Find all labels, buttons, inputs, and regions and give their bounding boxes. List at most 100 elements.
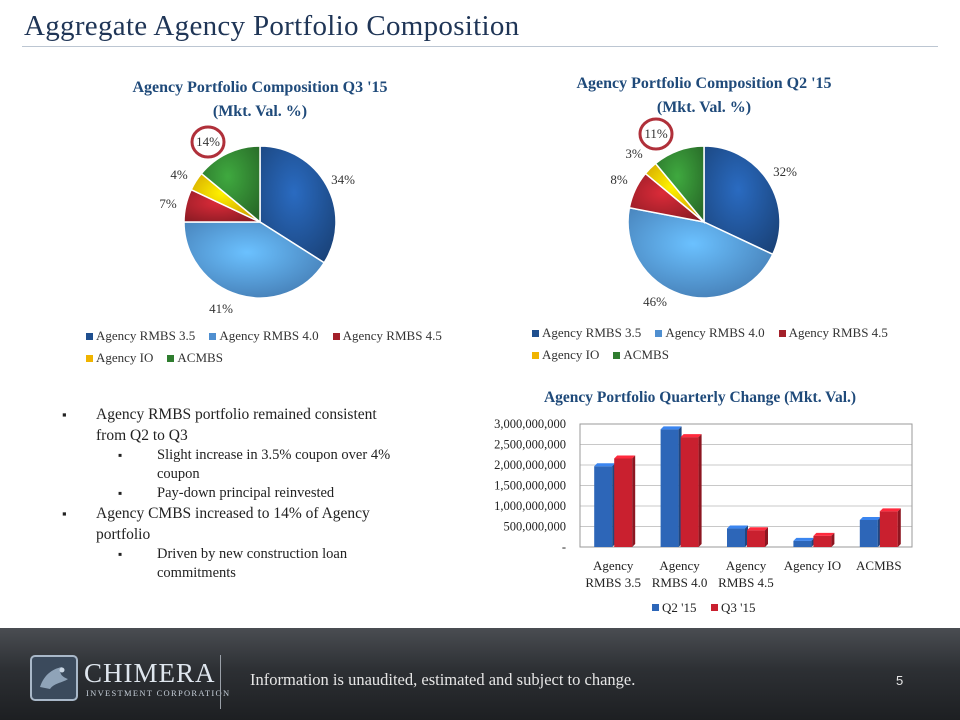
pie-data-label: 4% [170,167,188,182]
bar-top-face [813,532,835,536]
bar-q2-agency-rmbs-4-5 [727,528,745,547]
bullet-item: Agency CMBS increased to 14% of Agency p… [62,503,392,545]
legend-label: Q2 '15 [662,600,696,615]
legend-swatch [711,604,718,611]
bar-q2-agency-io [793,540,812,547]
legend-label: ACMBS [177,350,223,365]
pie-data-label: 3% [625,146,643,161]
x-tick-label: RMBS 3.5 [585,575,641,590]
pie-slice-acmbs [654,145,705,225]
pie-slice-agency-rmbs-4-5 [628,172,705,223]
pie-data-label: 7% [159,196,177,211]
bar-top-face [879,508,901,512]
bar-side-face [831,532,835,547]
bar-top-face [793,537,815,541]
legend-row: Agency RMBS 3.5 Agency RMBS 4.0 Agency RMB… [86,325,466,347]
x-tick-label: Agency [659,558,700,573]
bar-side-face [612,463,616,547]
pie-data-label: 11% [644,126,668,141]
footer-separator [220,655,221,709]
bar-side-face [698,434,702,547]
x-tick-label: RMBS 4.5 [718,575,774,590]
pie-slice-agency-io [644,162,705,223]
y-tick-label: 2,000,000,000 [494,458,566,472]
pie-slice-agency-rmbs-4-5 [183,188,261,223]
key-points-list: Agency RMBS portfolio remained consisten… [62,404,392,583]
x-tick-label: ACMBS [856,558,902,573]
legend-swatch [655,329,663,337]
bar-side-face [897,508,901,547]
pie-slice-agency-rmbs-3-5 [259,145,337,264]
legend-item: Agency RMBS 4.0 [209,325,319,347]
bar-top-face [660,426,682,430]
plot-area [579,423,913,548]
pie-q3-title-text: Agency Portfolio Composition Q3 '15 [132,79,388,96]
bar-q3-agency-rmbs-4-0 [680,437,699,547]
y-tick-label: 1,000,000,000 [494,499,566,513]
bar-top-face [727,525,748,529]
legend-item: Agency IO [532,344,599,366]
legend-swatch [532,329,539,337]
x-tick-label: Agency [726,558,767,573]
legend-label: Agency RMBS 4.5 [788,325,888,340]
legend-swatch [209,332,217,340]
bar-q2-agency-rmbs-3-5 [594,466,613,547]
pie-data-label: 41% [209,301,233,316]
pie-data-label: 8% [610,172,628,187]
y-tick-label: 2,500,000,000 [494,438,566,452]
x-tick-label: Agency [593,558,634,573]
legend-swatch [613,351,621,359]
sub-bullet-item: Driven by new construction loan commitme… [62,545,392,583]
bar-top-face [859,516,881,520]
bar-side-face [877,516,881,547]
bar-q3-acmbs [879,511,898,547]
bar-top-face [614,455,636,459]
legend-swatch [86,332,93,340]
x-tick-label: Agency IO [784,558,841,573]
y-tick-label: 1,500,000,000 [494,479,566,493]
bar-side-face [678,426,682,547]
bar-q2-agency-rmbs-4-0 [660,429,679,547]
bar-q2-acmbs [859,519,878,547]
legend-swatch [532,351,539,359]
pie-slice-acmbs [200,145,261,224]
chimera-logo-icon [30,655,78,701]
legend-swatch [778,329,786,337]
legend-item: Agency RMBS 4.5 [332,325,442,347]
legend-item: ACMBS [613,344,669,366]
pie-slice-agency-rmbs-3-5 [703,145,781,256]
legend-label: Agency RMBS 4.5 [342,328,442,343]
bar-q3-agency-rmbs-3-5 [614,458,633,547]
pie-data-label: 46% [643,294,667,309]
bar-top-face [680,434,702,438]
legend-item: ACMBS [167,347,223,369]
pie-q2-legend: Agency RMBS 3.5 Agency RMBS 4.0 Agency RMB… [532,322,912,366]
legend-item: Agency IO [86,347,153,369]
y-tick-label: - [562,540,566,554]
legend-item: Agency RMBS 3.5 [86,325,195,347]
x-tick-label: RMBS 4.0 [652,575,708,590]
bar-chart-title: Agency Portfolio Quarterly Change (Mkt. … [543,389,857,406]
page-number: 5 [896,673,904,688]
footer-band [0,628,960,720]
bullet-item: Agency RMBS portfolio remained consisten… [62,404,392,446]
pie-data-label: 34% [331,172,355,187]
y-tick-label: 3,000,000,000 [494,417,566,431]
pie-q2-title: Agency Portfolio Composition Q2 '15 (Mkt… [524,72,884,120]
pie-data-label: 14% [196,134,220,149]
pie-q3-title: Agency Portfolio Composition Q3 '15 (Mkt… [80,76,440,124]
bar-side-face [745,525,748,547]
title-divider [22,46,938,47]
highlight-circle [190,125,226,159]
y-tick-label: 500,000,000 [504,520,567,534]
bar-top-face [747,527,768,531]
legend-label: Q3 '15 [721,600,755,615]
logo-subtitle: INVESTMENT CORPORATION [86,688,231,698]
legend-item: Agency RMBS 3.5 [532,322,641,344]
pie-slice-agency-io [190,172,261,223]
legend-row: Agency IO ACMBS [532,344,912,366]
pie-q3-subtitle-text: (Mkt. Val. %) [212,103,308,120]
sub-bullet-item: Pay-down principal reinvested [62,484,392,503]
legend-row: Agency RMBS 3.5 Agency RMBS 4.0 Agency RMB… [532,322,912,344]
legend-item: Agency RMBS 4.5 [778,322,888,344]
